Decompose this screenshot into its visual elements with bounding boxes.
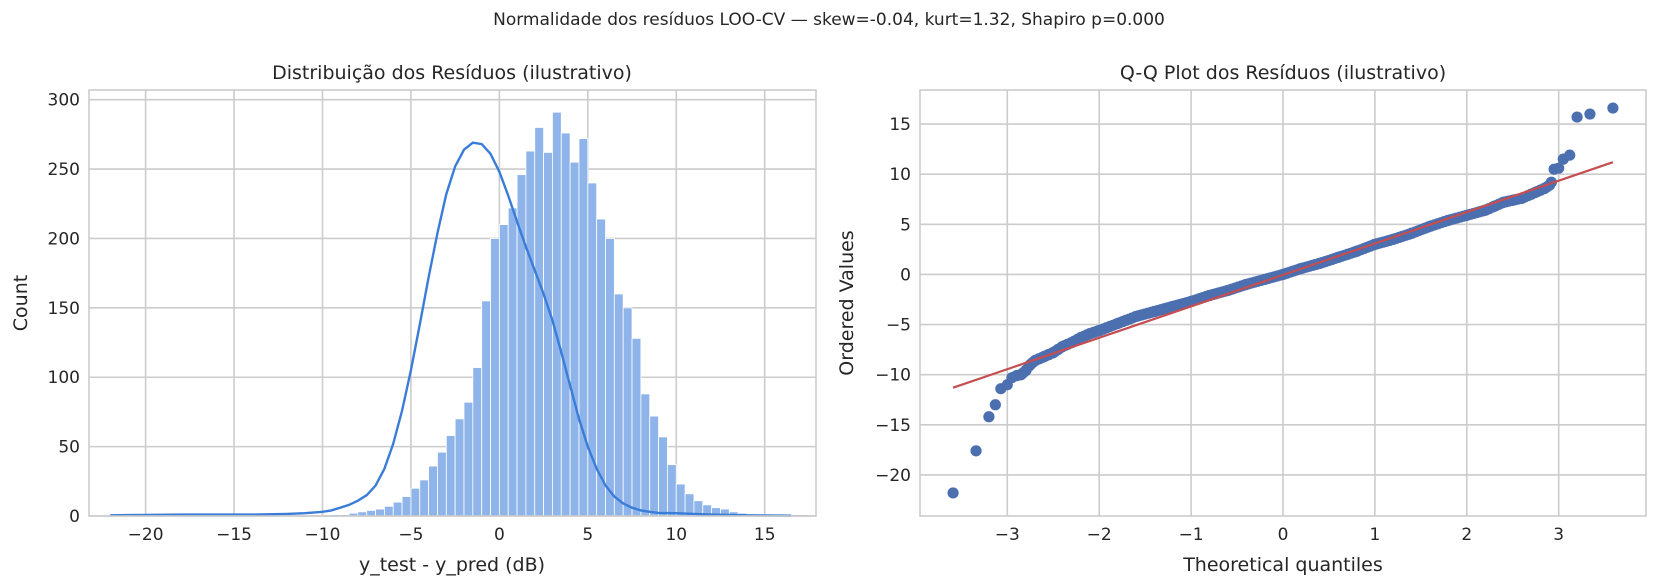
qq-plot-y-tick-label: −5 [886,316,911,336]
histogram-bar [560,132,571,517]
histogram-bar [507,207,518,517]
qq-plot-y-ticks: −20 −15 −10 −5 0 5 10 15 [875,115,911,486]
histogram-panel: Distribuição dos Resíduos (ilustrativo) … [10,62,817,576]
qq-point [983,411,995,423]
qq-plot-y-tick-label: −20 [875,466,911,486]
qq-point [1571,111,1583,123]
qq-plot-y-tick-label: 5 [900,215,911,235]
histogram-bar [667,464,677,517]
histogram-x-tick-label: 15 [754,525,776,545]
histogram-x-tick-label: −10 [305,525,341,545]
histogram-bar [569,161,580,517]
histogram-x-tick-label: −5 [398,525,423,545]
qq-reference-line [952,161,1614,389]
histogram-bar [490,238,500,517]
histogram-y-tick-label: 300 [48,91,80,111]
histogram-bar [675,483,686,517]
histogram-bar [534,127,544,517]
histogram-bar [472,367,483,517]
histogram-x-tick-label: 5 [582,525,593,545]
qq-plot-frame [919,89,1647,517]
qq-plot-x-tick-label: 0 [1278,525,1289,545]
histogram-bar [481,300,491,517]
histogram-y-tick-label: 250 [48,160,80,180]
qq-plot-x-tick-label: −2 [1087,525,1112,545]
histogram-x-tick-label: −20 [128,525,164,545]
qq-plot-y-axis-label: Ordered Values [836,230,858,375]
histogram-bar [498,224,509,517]
histogram-y-tick-label: 100 [48,368,80,388]
qq-plot-x-tick-label: −3 [995,525,1020,545]
histogram-bar [552,111,562,517]
histogram-bar [419,479,430,517]
qq-plot-y-tick-label: −15 [875,416,911,436]
qq-plot-x-tick-label: −1 [1179,525,1204,545]
histogram-x-tick-label: 10 [665,525,687,545]
histogram-bar [525,150,536,517]
histogram-x-tick-label: −15 [216,525,252,545]
histogram-x-ticks: −20 −15 −10 −5 0 5 10 15 [128,525,776,545]
histogram-bar [578,138,589,517]
histogram-bar [640,393,651,517]
histogram-y-tick-label: 0 [69,507,80,527]
histogram-bar [622,307,633,517]
histogram-bar [428,465,438,517]
qq-point [947,487,959,499]
qq-plot-x-ticks: −3 −2 −1 0 1 2 3 [995,525,1564,545]
qq-plot-x-tick-label: 3 [1553,525,1564,545]
histogram-bar [658,436,668,517]
histogram-bar [383,505,394,517]
histogram-bar [375,508,385,517]
histogram-bar [605,238,615,517]
histogram-bar [463,401,474,517]
qq-plot-x-tick-label: 1 [1369,525,1380,545]
qq-point [1553,162,1565,174]
qq-plot-y-tick-label: 0 [900,265,911,285]
histogram-x-tick-label: 0 [494,525,505,545]
kde-curve [110,141,792,517]
qq-plot-x-tick-label: 2 [1461,525,1472,545]
histogram-bar [392,501,403,517]
qq-plot-title: Q-Q Plot dos Resíduos (ilustrativo) [1120,62,1446,84]
qq-point [970,445,982,457]
qq-point [1584,108,1596,120]
histogram-bar [366,510,376,517]
qq-plot-y-tick-label: −10 [875,366,911,386]
qq-plot-grid [920,90,1646,516]
histogram-bar [437,451,447,517]
histogram-bar [410,487,421,517]
histogram-y-tick-label: 150 [48,299,80,319]
histogram-frame [88,89,817,517]
histogram-bar [454,418,465,517]
qq-plot-panel: Q-Q Plot dos Resíduos (ilustrativo) −3 −2… [836,62,1647,576]
qq-point [1607,102,1619,114]
histogram-bar [401,496,412,517]
histogram-y-ticks: 0 50 100 150 200 250 300 [48,91,80,527]
histogram-y-tick-label: 200 [48,229,80,249]
histogram-title: Distribuição dos Resíduos (ilustrativo) [272,62,632,84]
qq-plot-y-tick-label: 10 [889,165,911,185]
qq-plot-y-tick-label: 15 [889,115,911,135]
histogram-bar [543,152,553,517]
histogram-y-axis-label: Count [10,275,32,331]
histogram-bar [445,435,456,517]
figure-suptitle: Normalidade dos resíduos LOO-CV — skew=-… [493,10,1165,30]
histogram-bar [613,293,624,517]
histogram-bar [649,415,659,517]
histogram-bars [109,111,810,517]
qq-point [1564,149,1576,161]
qq-point [989,399,1001,411]
histogram-bar [631,337,642,517]
histogram-x-axis-label: y_test - y_pred (dB) [359,554,545,576]
histogram-y-tick-label: 50 [58,438,80,458]
qq-plot-x-axis-label: Theoretical quantiles [1182,554,1383,576]
